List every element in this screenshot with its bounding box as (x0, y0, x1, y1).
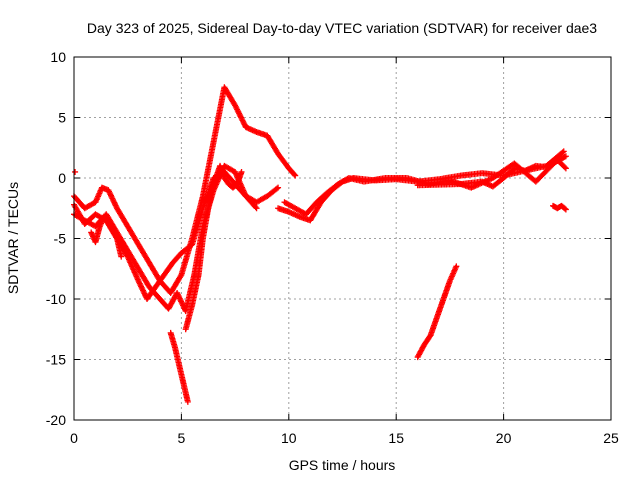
track-i-point (453, 263, 460, 270)
x-tick-label: 25 (603, 430, 619, 446)
y-tick-label: 10 (50, 49, 66, 65)
x-axis-label: GPS time / hours (289, 457, 396, 473)
data-points (71, 84, 569, 405)
track-b-point (273, 185, 280, 192)
isolated-point (72, 168, 79, 175)
x-tick-label: 5 (178, 430, 186, 446)
track-g-point (562, 165, 569, 172)
track-k-point (561, 205, 568, 212)
track-f-point (560, 148, 567, 155)
track-h-point (561, 153, 568, 160)
track-j-point (184, 398, 191, 405)
track-c-point (252, 204, 259, 211)
track-h-point (562, 153, 569, 160)
grid-layer (74, 57, 611, 420)
x-tick-label: 0 (70, 430, 78, 446)
y-tick-label: -15 (46, 352, 66, 368)
y-tick-labels: -20 -15 -10 -5 0 5 10 (46, 49, 66, 428)
x-tick-label: 10 (281, 430, 297, 446)
track-c-point (253, 205, 260, 212)
track-d-point (113, 234, 120, 241)
y-tick-label: 5 (58, 110, 66, 126)
x-tick-label: 15 (388, 430, 404, 446)
track-g-point (561, 164, 568, 171)
x-tick-label: 20 (496, 430, 512, 446)
track-b-point (275, 184, 282, 191)
track-k-point (562, 206, 569, 213)
y-tick-label: -10 (46, 291, 66, 307)
track-e-point (238, 168, 245, 175)
track-f-point (559, 149, 566, 156)
chart-title: Day 323 of 2025, Sidereal Day-to-day VTE… (87, 20, 597, 36)
axis-ticks (73, 56, 612, 421)
track-a-point (292, 172, 299, 179)
y-axis-label: SDTVAR / TECUs (5, 182, 21, 294)
track-a-point (177, 273, 184, 280)
y-tick-label: -20 (46, 412, 66, 428)
track-d-point (118, 253, 125, 260)
y-tick-label: 0 (58, 170, 66, 186)
y-tick-label: -5 (54, 231, 67, 247)
track-a-point (291, 171, 298, 178)
x-tick-labels: 0 5 10 15 20 25 (70, 430, 619, 446)
